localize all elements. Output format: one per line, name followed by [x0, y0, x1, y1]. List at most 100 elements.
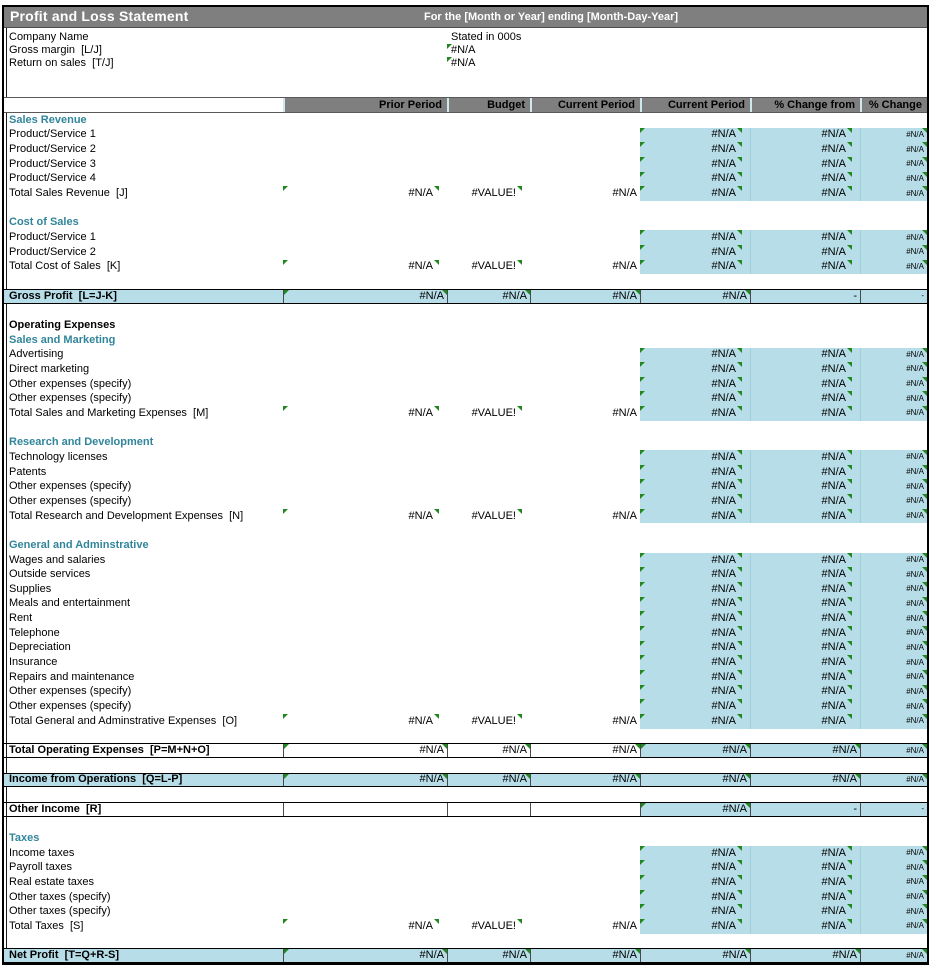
- cell-current-period-2[interactable]: #N/A: [640, 919, 750, 934]
- cell-prior-period[interactable]: #N/A: [283, 290, 447, 303]
- cell-pct-change[interactable]: #N/A: [860, 391, 927, 407]
- cell-pct-change-from[interactable]: #N/A: [750, 582, 860, 597]
- row-label[interactable]: Other Income [R]: [9, 802, 102, 815]
- cell-pct-change[interactable]: #N/A: [860, 171, 927, 187]
- row-label[interactable]: Outside services: [9, 568, 91, 581]
- cell-pct-change[interactable]: #N/A: [860, 582, 927, 597]
- cell-current-period-2[interactable]: #N/A: [640, 464, 750, 480]
- cell-pct-change[interactable]: #N/A: [860, 904, 927, 920]
- cell-prior-period[interactable]: [283, 802, 447, 816]
- cell-pct-change-from[interactable]: #N/A: [750, 244, 860, 260]
- cell-pct-change[interactable]: #N/A: [860, 596, 927, 612]
- row-label[interactable]: Other expenses (specify): [9, 700, 132, 713]
- cell-budget[interactable]: #N/A: [447, 949, 530, 963]
- cell-current-period-2[interactable]: #N/A: [640, 230, 750, 245]
- row-label[interactable]: Wages and salaries: [9, 553, 106, 566]
- cell-current-period[interactable]: #N/A: [530, 509, 640, 524]
- cell-current-period-2[interactable]: #N/A: [640, 582, 750, 597]
- row-label[interactable]: Income taxes: [9, 846, 75, 859]
- cell-pct-change[interactable]: #N/A: [860, 508, 927, 524]
- cell-pct-change[interactable]: #N/A: [860, 845, 927, 861]
- cell-prior-period[interactable]: #N/A: [283, 508, 447, 524]
- cell-current-period-2[interactable]: #N/A: [640, 669, 750, 685]
- row-label[interactable]: Other expenses (specify): [9, 494, 132, 507]
- row-label[interactable]: Taxes: [9, 831, 40, 844]
- cell-pct-change[interactable]: #N/A: [860, 347, 927, 363]
- cell-pct-change-from[interactable]: #N/A: [750, 845, 860, 861]
- row-label[interactable]: Technology licenses: [9, 450, 108, 463]
- cell-current-period-2[interactable]: #N/A: [640, 127, 750, 143]
- row-label[interactable]: Direct marketing: [9, 362, 90, 375]
- cell-current-period-2[interactable]: #N/A: [640, 156, 750, 172]
- column-header-budget[interactable]: Budget: [447, 98, 530, 112]
- row-label[interactable]: Depreciation: [9, 641, 71, 654]
- cell-budget[interactable]: #N/A: [447, 290, 530, 303]
- row-label[interactable]: Telephone: [9, 626, 60, 639]
- gross-margin-value-cell[interactable]: #N/A: [447, 44, 475, 57]
- cell-pct-change[interactable]: #N/A: [860, 479, 927, 495]
- cell-pct-change-from[interactable]: #N/A: [750, 230, 860, 245]
- return-on-sales-value-cell[interactable]: #N/A: [447, 57, 475, 70]
- cell-pct-change-from[interactable]: #N/A: [750, 508, 860, 524]
- cell-pct-change[interactable]: #N/A: [860, 406, 927, 421]
- cell-pct-change-from[interactable]: #N/A: [750, 713, 860, 729]
- cell-pct-change-from[interactable]: #N/A: [750, 362, 860, 377]
- cell-pct-change[interactable]: #N/A: [860, 127, 927, 143]
- cell-pct-change-from[interactable]: #N/A: [750, 699, 860, 714]
- row-label[interactable]: Payroll taxes: [9, 861, 72, 874]
- cell-current-period-2[interactable]: #N/A: [640, 244, 750, 260]
- row-label[interactable]: Total Sales and Marketing Expenses [M]: [9, 406, 209, 419]
- row-label[interactable]: Patents: [9, 465, 47, 478]
- row-label[interactable]: Product/Service 4: [9, 172, 96, 185]
- row-label[interactable]: Meals and entertainment: [9, 597, 131, 610]
- row-label[interactable]: Operating Expenses: [9, 319, 116, 332]
- row-label[interactable]: Repairs and maintenance: [9, 670, 135, 683]
- cell-current-period-2[interactable]: #N/A: [640, 860, 750, 876]
- gross-margin-label[interactable]: Gross margin [L/J]: [9, 44, 102, 56]
- row-label[interactable]: Product/Service 1: [9, 128, 96, 141]
- cell-current-period-2[interactable]: #N/A: [640, 406, 750, 421]
- cell-pct-change[interactable]: #N/A: [860, 552, 927, 568]
- row-label[interactable]: Other taxes (specify): [9, 890, 111, 903]
- cell-pct-change[interactable]: #N/A: [860, 464, 927, 480]
- cell-current-period[interactable]: #N/A: [530, 949, 640, 963]
- cell-pct-change[interactable]: #N/A: [860, 142, 927, 157]
- cell-budget[interactable]: [447, 802, 530, 816]
- cell-budget[interactable]: #N/A: [447, 744, 530, 757]
- row-label[interactable]: Total Sales Revenue [J]: [9, 187, 128, 200]
- cell-current-period-2[interactable]: #N/A: [640, 362, 750, 377]
- cell-pct-change[interactable]: #N/A: [860, 699, 927, 714]
- cell-pct-change[interactable]: #N/A: [860, 860, 927, 876]
- cell-current-period[interactable]: #N/A: [530, 290, 640, 303]
- cell-current-period[interactable]: #N/A: [530, 186, 640, 201]
- cell-current-period-2[interactable]: #N/A: [640, 142, 750, 157]
- cell-current-period[interactable]: #N/A: [530, 919, 640, 934]
- cell-current-period-2[interactable]: #N/A: [640, 450, 750, 465]
- cell-pct-change-from[interactable]: #N/A: [750, 773, 860, 787]
- cell-current-period-2[interactable]: #N/A: [640, 391, 750, 407]
- cell-pct-change-from[interactable]: #N/A: [750, 171, 860, 187]
- cell-current-period-2[interactable]: #N/A: [640, 625, 750, 641]
- row-label[interactable]: Sales and Marketing: [9, 333, 116, 346]
- cell-pct-change-from[interactable]: #N/A: [750, 684, 860, 700]
- row-label[interactable]: Sales Revenue: [9, 113, 87, 126]
- company-name-label[interactable]: Company Name: [9, 31, 89, 43]
- row-label[interactable]: Advertising: [9, 348, 64, 361]
- row-label[interactable]: Insurance: [9, 656, 58, 669]
- cell-pct-change-from[interactable]: #N/A: [750, 919, 860, 934]
- cell-budget[interactable]: #VALUE!: [447, 713, 530, 729]
- row-label[interactable]: Cost of Sales: [9, 216, 79, 229]
- cell-current-period-2[interactable]: #N/A: [640, 949, 750, 963]
- cell-pct-change[interactable]: #N/A: [860, 156, 927, 172]
- cell-pct-change[interactable]: #N/A: [860, 450, 927, 465]
- row-label[interactable]: Total General and Adminstrative Expenses…: [9, 714, 238, 727]
- cell-current-period-2[interactable]: #N/A: [640, 171, 750, 187]
- column-header-current-period[interactable]: Current Period: [530, 98, 640, 112]
- cell-prior-period[interactable]: #N/A: [283, 919, 447, 934]
- cell-pct-change[interactable]: #N/A: [860, 655, 927, 670]
- cell-pct-change-from[interactable]: #N/A: [750, 625, 860, 641]
- cell-pct-change-from[interactable]: #N/A: [750, 611, 860, 626]
- cell-pct-change-from[interactable]: #N/A: [750, 127, 860, 143]
- cell-pct-change[interactable]: #N/A: [860, 889, 927, 905]
- cell-pct-change-from[interactable]: #N/A: [750, 744, 860, 757]
